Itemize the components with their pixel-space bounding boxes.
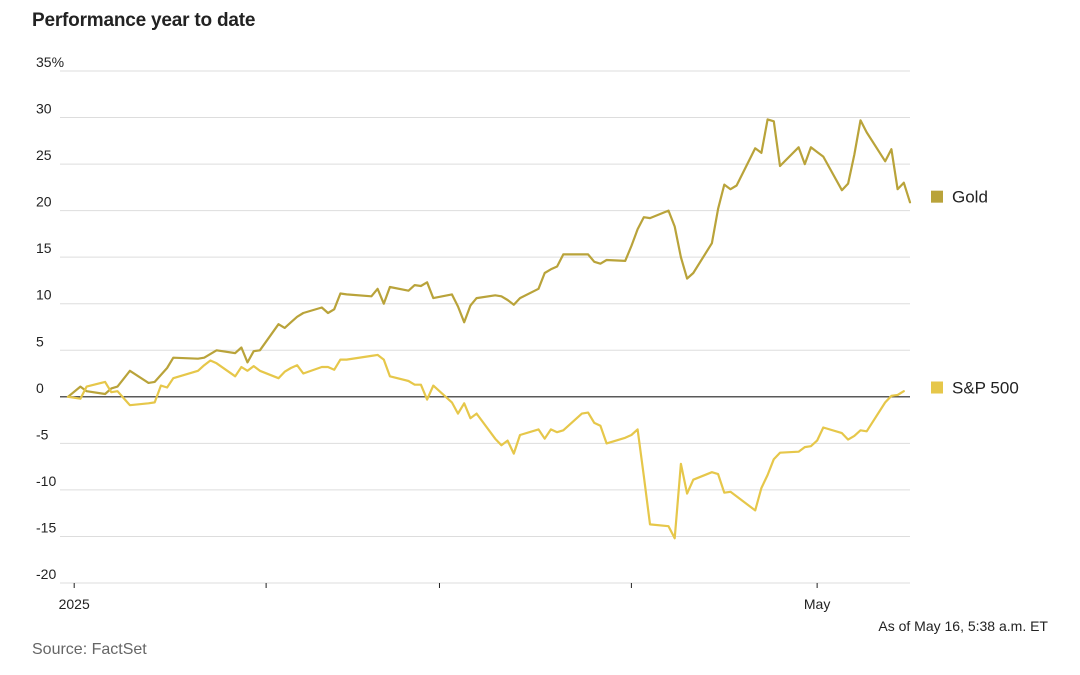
y-tick-label: 15: [36, 240, 52, 256]
sp500-legend-label: S&P 500: [952, 379, 1019, 398]
as-of-note: As of May 16, 5:38 a.m. ET: [878, 618, 1048, 634]
y-tick-label: 20: [36, 194, 52, 210]
y-tick-label: -10: [36, 473, 56, 489]
sp500-legend-swatch: [931, 381, 943, 394]
chart-title: Performance year to date: [32, 10, 256, 31]
y-tick-label: -15: [36, 519, 56, 535]
y-tick-label: 30: [36, 101, 52, 117]
y-tick-label: 0: [36, 380, 44, 396]
x-tick-label: May: [804, 596, 830, 612]
x-tick-label: 2025: [59, 596, 90, 612]
y-tick-label: -20: [36, 566, 56, 582]
y-tick-label: 10: [36, 287, 52, 303]
gold-legend-swatch: [931, 190, 943, 203]
y-tick-label: 5: [36, 333, 44, 349]
y-tick-label: -5: [36, 426, 49, 442]
gold-legend-label: Gold: [952, 188, 988, 207]
y-tick-label: 35%: [36, 54, 64, 70]
sp500-series-line: [66, 353, 905, 540]
source-note: Source: FactSet: [32, 641, 147, 658]
gold-series-line: [66, 118, 912, 398]
y-tick-label: 25: [36, 147, 52, 163]
